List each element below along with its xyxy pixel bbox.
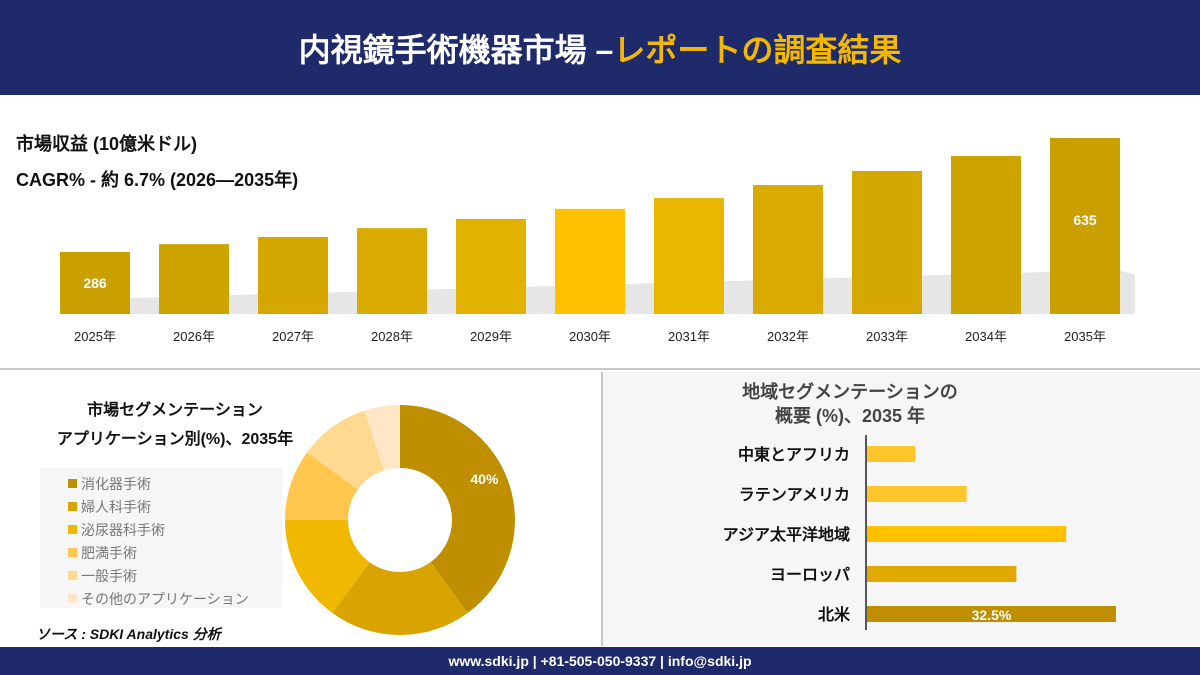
bar-2025年: [60, 251, 130, 314]
revenue-label: 市場収益 (10億米ドル): [16, 134, 198, 154]
region-label: 北米: [818, 605, 851, 624]
donut-slice-泌尿器科手術: [285, 520, 370, 614]
donut-slice-その他のアプリケーション: [364, 405, 400, 471]
donut-slice-肥満手術: [285, 452, 358, 520]
x-tick-label: 2034年: [965, 329, 1007, 344]
legend-swatch: [68, 571, 77, 580]
pie-title: 市場セグメンテーション アプリケーション別(%)、2035年: [30, 396, 320, 454]
pie-legend: 消化器手術婦人科手術泌尿器科手術 肥満手術一般手術その他のアプリケーション: [40, 468, 282, 608]
x-tick-label: 2031年: [668, 329, 710, 344]
pie-title-line1: 市場セグメンテーション: [87, 402, 263, 419]
application-donut-chart: 40%: [285, 405, 515, 635]
legend-item: 一般手術: [68, 564, 282, 587]
legend-item: 肥満手術: [68, 541, 282, 564]
x-tick-label: 2025年: [74, 329, 116, 344]
bar-data-label: 286: [83, 275, 107, 291]
donut-slice-婦人科手術: [332, 562, 468, 635]
bar-2031年: [654, 198, 724, 314]
legend-swatch: [68, 479, 77, 488]
x-tick-label: 2026年: [173, 329, 215, 344]
header-banner: 内視鏡手術機器市場 – レポートの調査結果: [0, 0, 1200, 95]
pie-title-line2: アプリケーション別(%)、2035年: [56, 431, 294, 448]
donut-data-label: 40%: [470, 471, 499, 487]
region-title: 地域セグメンテーションの 概要 (%)、2035 年: [650, 380, 1050, 428]
legend-item: その他のアプリケーション: [68, 587, 282, 610]
bar-2035年: [1050, 137, 1120, 314]
region-label: アジア太平洋地域: [723, 525, 850, 544]
donut-slice-一般手術: [306, 410, 384, 490]
bar-2032年: [753, 185, 823, 314]
x-tick-label: 2029年: [470, 329, 512, 344]
region-title-line2: 概要 (%)、2035 年: [774, 406, 926, 426]
region-bar-中東とアフリカ: [867, 446, 916, 462]
legend-item: 消化器手術: [68, 472, 282, 495]
legend-swatch: [68, 548, 77, 557]
legend-label: 泌尿器科手術: [81, 521, 165, 538]
bar-2028年: [357, 228, 427, 314]
region-label: ラテンアメリカ: [739, 486, 850, 504]
section-divider: [0, 368, 1200, 370]
region-data-label: 32.5%: [972, 607, 1012, 623]
legend-item: 婦人科手術: [68, 495, 282, 518]
region-bar-北米: [867, 606, 1116, 622]
bar-2027年: [258, 236, 328, 314]
legend-label: 婦人科手術: [81, 498, 151, 515]
region-bar-ヨーロッパ: [867, 566, 1017, 582]
x-tick-label: 2032年: [767, 329, 809, 344]
legend-label: 肥満手術: [81, 544, 137, 561]
legend-label: 消化器手術: [81, 475, 151, 492]
donut-slice-消化器手術: [400, 405, 515, 614]
revenue-bar-chart: 2025年 286 2026年 2027年 2028年 2029年 2030年 2031年 20…: [60, 137, 1135, 344]
bar-2033年: [852, 170, 922, 314]
x-tick-label: 2027年: [272, 329, 314, 344]
bar-2029年: [456, 218, 526, 314]
legend-swatch: [68, 594, 77, 603]
bar-data-label: 635: [1073, 212, 1097, 228]
legend-label: その他のアプリケーション: [81, 590, 249, 607]
bar-2026年: [159, 244, 229, 314]
legend-swatch: [68, 525, 77, 534]
footer-contact: www.sdki.jp | +81-505-050-9337 | info@sd…: [0, 647, 1200, 675]
region-label: ヨーロッパ: [770, 566, 850, 584]
title-main: 内視鏡手術機器市場 –: [298, 31, 614, 68]
legend-item: 泌尿器科手術: [68, 518, 282, 541]
title-highlight: レポートの調査結果: [613, 31, 902, 68]
region-bar-ラテンアメリカ: [867, 486, 967, 502]
region-label: 中東とアフリカ: [738, 445, 850, 464]
x-tick-label: 2028年: [371, 329, 413, 344]
bar-2030年: [555, 208, 625, 314]
legend-swatch: [68, 502, 77, 511]
legend-label: 一般手術: [81, 567, 137, 584]
x-tick-label: 2033年: [866, 329, 908, 344]
region-title-line1: 地域セグメンテーションの: [742, 382, 958, 402]
bar-2034年: [951, 155, 1021, 314]
region-panel: [601, 372, 1200, 646]
x-tick-label: 2035年: [1064, 329, 1106, 344]
region-bar-アジア太平洋地域: [867, 526, 1067, 542]
cagr-label: CAGR% - 約 6.7% (2026—2035年): [16, 170, 299, 190]
source-note: ソース : SDKI Analytics 分析: [36, 626, 221, 642]
x-tick-label: 2030年: [569, 329, 611, 344]
